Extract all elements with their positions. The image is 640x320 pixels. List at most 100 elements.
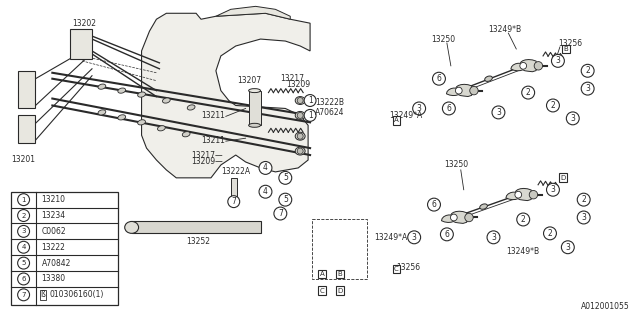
Text: 13256: 13256 [558, 38, 582, 48]
Text: 13234: 13234 [42, 211, 65, 220]
Circle shape [297, 148, 303, 154]
Text: C0062: C0062 [42, 227, 66, 236]
Text: 13250: 13250 [431, 35, 455, 44]
Bar [11, 192, 118, 305]
Text: 2: 2 [586, 66, 590, 75]
Circle shape [534, 62, 543, 70]
Text: 2: 2 [21, 212, 26, 219]
Circle shape [18, 257, 29, 269]
Ellipse shape [188, 105, 195, 110]
Bar [18, 116, 35, 143]
Text: 3: 3 [412, 233, 417, 242]
Circle shape [297, 133, 303, 139]
Circle shape [581, 64, 594, 77]
Circle shape [408, 231, 420, 244]
Circle shape [274, 207, 287, 220]
Text: 13249*B: 13249*B [506, 247, 540, 256]
Circle shape [279, 172, 292, 184]
Text: 6: 6 [21, 276, 26, 282]
Circle shape [547, 183, 559, 196]
Ellipse shape [118, 115, 125, 120]
Text: 13202: 13202 [72, 19, 96, 28]
Circle shape [451, 214, 457, 221]
Circle shape [543, 227, 556, 240]
Text: 2: 2 [521, 215, 525, 224]
Circle shape [465, 213, 473, 222]
Ellipse shape [295, 111, 305, 119]
Circle shape [259, 185, 272, 198]
Text: 1: 1 [308, 96, 312, 105]
Text: 7: 7 [231, 197, 236, 206]
Circle shape [18, 273, 29, 285]
Text: 3: 3 [21, 228, 26, 234]
Ellipse shape [480, 204, 488, 209]
Text: 3: 3 [496, 108, 501, 117]
Circle shape [547, 99, 559, 112]
Text: 13222A: 13222A [221, 167, 250, 176]
Circle shape [18, 241, 29, 253]
Text: 13217—: 13217— [191, 150, 223, 160]
Text: 4: 4 [21, 244, 26, 250]
Text: B: B [563, 46, 568, 52]
Text: 13250: 13250 [444, 160, 468, 170]
Circle shape [279, 193, 292, 206]
Text: 13210: 13210 [42, 195, 65, 204]
Text: A: A [319, 271, 324, 277]
Bar [132, 221, 260, 233]
Text: 3: 3 [550, 185, 556, 194]
Text: 2: 2 [548, 229, 552, 238]
Text: 5: 5 [21, 260, 26, 266]
Text: 13222: 13222 [42, 243, 65, 252]
Text: 13211: 13211 [201, 136, 225, 145]
Text: 6: 6 [431, 200, 436, 209]
Ellipse shape [248, 89, 260, 92]
Ellipse shape [98, 84, 106, 89]
Circle shape [520, 62, 527, 69]
Text: D: D [560, 175, 566, 181]
Polygon shape [511, 60, 536, 72]
Text: A70842: A70842 [42, 259, 71, 268]
Text: 13380: 13380 [42, 275, 65, 284]
Text: 13249*A: 13249*A [389, 111, 422, 120]
Ellipse shape [295, 147, 305, 155]
Circle shape [487, 231, 500, 244]
Circle shape [18, 225, 29, 237]
Text: ß: ß [40, 290, 45, 299]
Text: 13256: 13256 [396, 263, 420, 272]
Text: 2: 2 [581, 195, 586, 204]
Circle shape [433, 72, 445, 85]
Text: 13252: 13252 [186, 237, 210, 246]
Bar [18, 71, 35, 108]
Text: 13211: 13211 [201, 111, 225, 120]
Bar [231, 178, 237, 200]
Text: 13222B: 13222B [315, 98, 344, 107]
Text: C: C [319, 288, 324, 294]
Text: 7: 7 [21, 292, 26, 298]
Ellipse shape [157, 126, 165, 131]
Circle shape [456, 87, 462, 94]
Ellipse shape [484, 76, 492, 81]
Circle shape [428, 198, 440, 211]
Circle shape [18, 194, 29, 206]
Text: 13217: 13217 [280, 74, 305, 83]
Text: 3: 3 [581, 213, 586, 222]
Circle shape [492, 106, 505, 119]
Ellipse shape [295, 132, 305, 140]
Ellipse shape [182, 132, 190, 137]
Circle shape [515, 191, 522, 198]
Text: 3: 3 [556, 56, 561, 65]
Polygon shape [141, 13, 310, 178]
Ellipse shape [248, 123, 260, 127]
Text: 5: 5 [283, 173, 288, 182]
Text: 3: 3 [565, 243, 570, 252]
Circle shape [522, 86, 534, 99]
Bar [70, 29, 92, 59]
Circle shape [529, 190, 538, 199]
Polygon shape [447, 84, 472, 97]
Text: 3: 3 [417, 104, 422, 113]
Text: A70624: A70624 [315, 108, 344, 117]
Text: 6: 6 [444, 230, 449, 239]
Text: 3: 3 [570, 114, 575, 123]
Circle shape [297, 112, 303, 118]
Circle shape [304, 95, 316, 107]
